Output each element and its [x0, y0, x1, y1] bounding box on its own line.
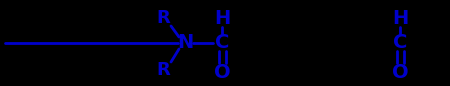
- Text: C: C: [215, 34, 229, 52]
- Text: H: H: [214, 9, 230, 28]
- Text: O: O: [392, 63, 408, 82]
- Text: R: R: [156, 61, 170, 79]
- Text: N: N: [177, 34, 193, 52]
- Text: C: C: [393, 34, 407, 52]
- Text: H: H: [392, 9, 408, 28]
- Text: R: R: [156, 9, 170, 27]
- Text: O: O: [214, 63, 230, 82]
